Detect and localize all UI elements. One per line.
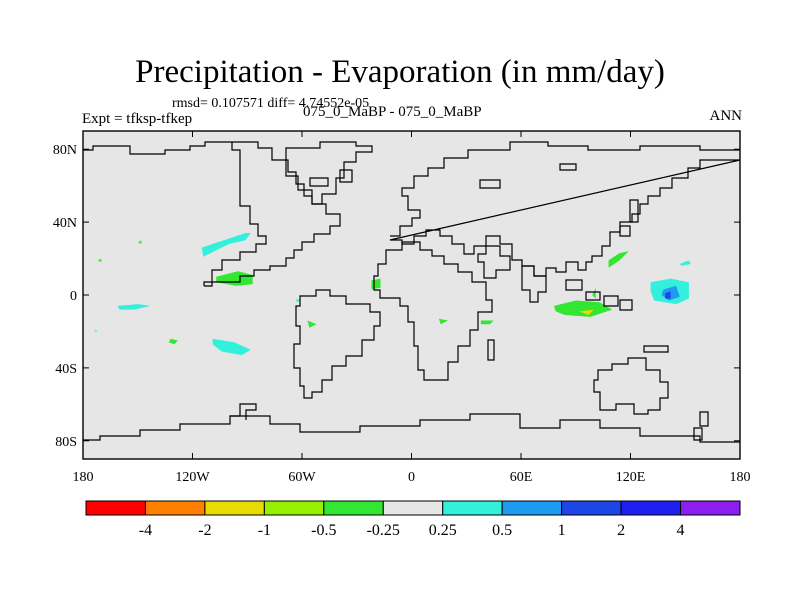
colorbar-label-8: 2	[617, 522, 625, 539]
coastline-india	[521, 265, 547, 303]
y-tick-label-0: 80N	[53, 143, 77, 158]
coastline-antarctica	[83, 413, 740, 443]
anomaly-patch-15	[480, 320, 494, 325]
anomaly-patch-0	[201, 233, 251, 257]
x-tick-label-6: 180	[730, 470, 751, 485]
colorbar-label-1: -2	[198, 522, 211, 539]
colorbar-swatch-9	[620, 500, 682, 516]
x-tick-label-3: 0	[408, 470, 415, 485]
anomaly-patch-8	[553, 300, 613, 317]
coastline-maritime	[565, 279, 633, 311]
colorbar-swatch-10	[680, 500, 741, 516]
coastline-japan	[619, 199, 639, 237]
y-tick-label-2: 0	[70, 289, 77, 304]
map-background	[83, 131, 740, 459]
colorbar-label-5: 0.25	[429, 522, 457, 539]
colorbar-label-6: 0.5	[492, 522, 512, 539]
anomaly-patch-2	[117, 304, 151, 310]
anomaly-patch-20	[94, 329, 98, 332]
anomaly-patch-10	[608, 251, 629, 268]
center-subtitle: 075_0_MaBP - 075_0_MaBP	[303, 104, 482, 120]
experiment-label: Expt = tfksp-tfkep	[82, 111, 193, 127]
y-tick-label-3: 40S	[55, 362, 77, 377]
anomaly-patch-4	[168, 338, 178, 345]
x-tick-label-4: 60E	[510, 470, 533, 485]
coastline-arctic-islands	[309, 163, 577, 189]
coastline-new-guinea	[643, 345, 669, 353]
colorbar-swatch-1	[144, 500, 206, 516]
axis-ticks: 180 120W 60W 0 60E 120E 180 80N 40N 0 40S 80S	[53, 131, 751, 485]
coastline-north-america	[83, 141, 267, 286]
coastline-central-america	[204, 141, 341, 287]
coastline-south-america	[293, 289, 381, 399]
season-label: ANN	[709, 108, 743, 124]
coastline-antarctic-peninsula	[230, 403, 257, 420]
anomaly-patch-14	[665, 291, 671, 299]
x-tick-label-1: 120W	[175, 470, 210, 485]
x-tick-label-0: 180	[73, 470, 94, 485]
coastline-eurasia	[389, 141, 741, 277]
x-tick-label-5: 120E	[616, 470, 646, 485]
colorbar-swatch-0	[85, 500, 146, 516]
anomaly-patch-11	[592, 287, 596, 299]
anomaly-patch-3	[212, 338, 251, 356]
coastline-africa	[373, 241, 493, 381]
y-tick-label-1: 40N	[53, 216, 77, 231]
coastline-australia	[593, 357, 669, 415]
anomaly-patch-18	[296, 298, 301, 303]
colorbar-label-3: -0.5	[311, 522, 336, 539]
colorbar-swatch-4	[323, 500, 384, 516]
coastline-greenland	[285, 141, 373, 205]
y-tick-label-4: 80S	[55, 435, 77, 450]
colorbar: -4 -2 -1 -0.5 -0.25 0.25 0.5 1 2 4	[85, 500, 741, 539]
colorbar-swatch-2	[204, 500, 265, 516]
colorbar-label-0: -4	[139, 522, 152, 539]
anomaly-layer	[94, 233, 691, 356]
anomaly-patch-7	[371, 278, 381, 290]
colorbar-label-2: -1	[258, 522, 271, 539]
x-tick-label-2: 60W	[288, 470, 316, 485]
anomaly-patch-9	[579, 309, 594, 315]
anomaly-patch-16	[438, 318, 448, 325]
anomaly-patch-5	[137, 240, 142, 244]
colorbar-swatch-6	[442, 500, 503, 516]
colorbar-label-4: -0.25	[367, 522, 400, 539]
colorbar-label-7: 1	[558, 522, 566, 539]
chart-title: Precipitation - Evaporation (in mm/day)	[135, 54, 665, 90]
colorbar-swatch-3	[263, 500, 325, 516]
anomaly-patch-17	[679, 260, 691, 266]
colorbar-swatch-7	[501, 500, 563, 516]
colorbar-label-9: 4	[677, 522, 685, 539]
colorbar-swatch-5	[382, 500, 444, 516]
colorbar-swatch-8	[561, 500, 622, 516]
coastline-arabia	[477, 245, 511, 279]
anomaly-patch-6	[307, 320, 317, 328]
anomaly-patch-19	[97, 258, 102, 263]
coastline-madagascar	[487, 339, 495, 361]
stats-text: rmsd= 0.107571 diff= 4.74552e-05	[172, 96, 370, 111]
coastlines	[83, 141, 741, 443]
